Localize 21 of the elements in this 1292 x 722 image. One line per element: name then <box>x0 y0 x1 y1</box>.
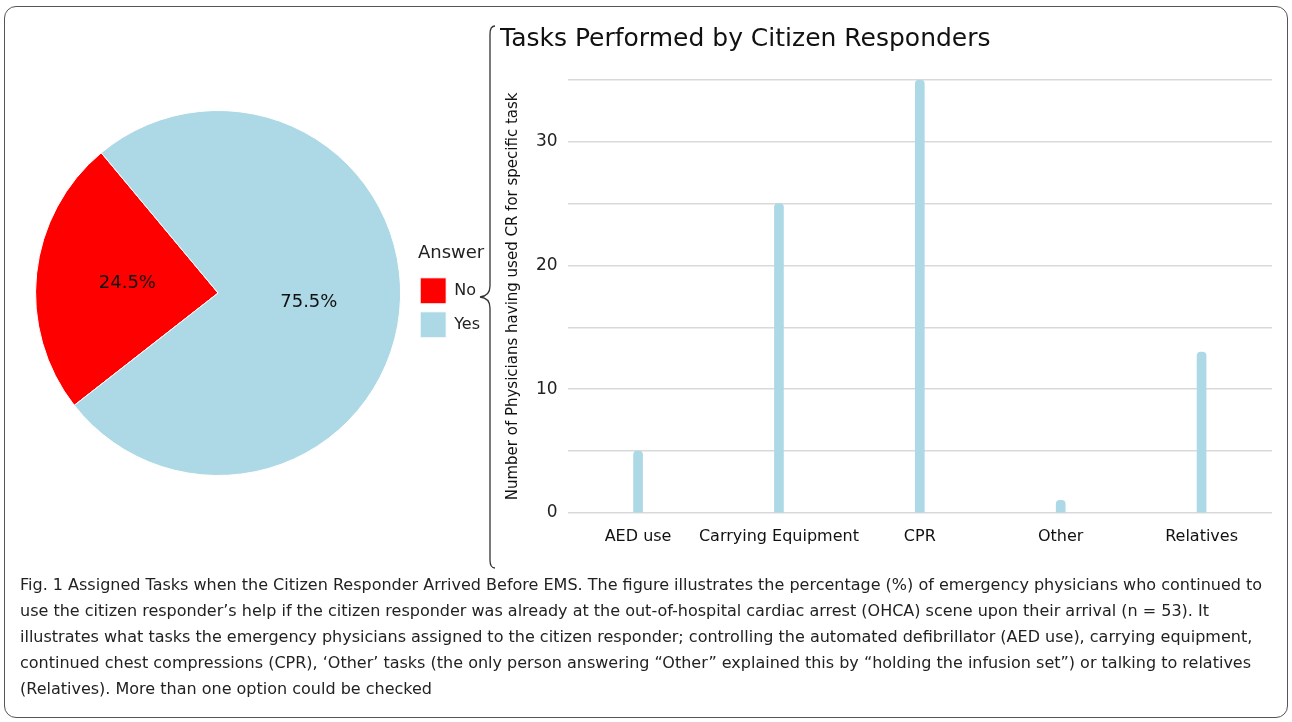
x-tick-label: CPR <box>903 525 936 545</box>
bar <box>774 203 784 513</box>
y-tick-label: 30 <box>535 130 558 151</box>
bar <box>1196 351 1207 513</box>
bar <box>633 450 643 513</box>
x-tick-label: Relatives <box>1165 525 1238 545</box>
caption: Fig. 1 Assigned Tasks when the Citizen Responder Arrived Before EMS. The figure illustrates the percentage (%) of emergency physicians who continued to use the citizen responder’s help if the citizen responder was already at the out-of-hospital cardiac arrest (OHCA) scene upon their arrival (n = 53). It illustrates what tasks the emergency physicians assigned to the citizen responder; controlling the automated defibrillator (AED use), carrying equipment, continued chest compressions (CPR), ‘Other’ tasks (the only person answering “Other” explained this by “holding the infusion set”) or talking to relatives (Relatives). More than one option could be checked <box>20 574 1264 700</box>
y-tick-label: 0 <box>546 501 558 522</box>
legend-label: No <box>454 279 476 299</box>
x-tick-label: AED use <box>604 525 672 545</box>
x-tick-label: Carrying Equipment <box>698 525 859 545</box>
chart-title: Tasks Performed by Citizen Responders <box>499 22 991 52</box>
y-tick-label: 20 <box>535 253 558 274</box>
legend-label: Yes <box>453 313 480 333</box>
legend-title: Answer <box>417 240 485 262</box>
x-tick-label: Other <box>1037 525 1084 545</box>
bar <box>914 79 925 513</box>
y-axis-title: Number of Physicians having used CR for specific task <box>502 92 521 501</box>
y-tick-label: 10 <box>535 377 558 398</box>
data-label: 75.5% <box>280 290 338 312</box>
data-label: 24.5% <box>98 270 156 292</box>
